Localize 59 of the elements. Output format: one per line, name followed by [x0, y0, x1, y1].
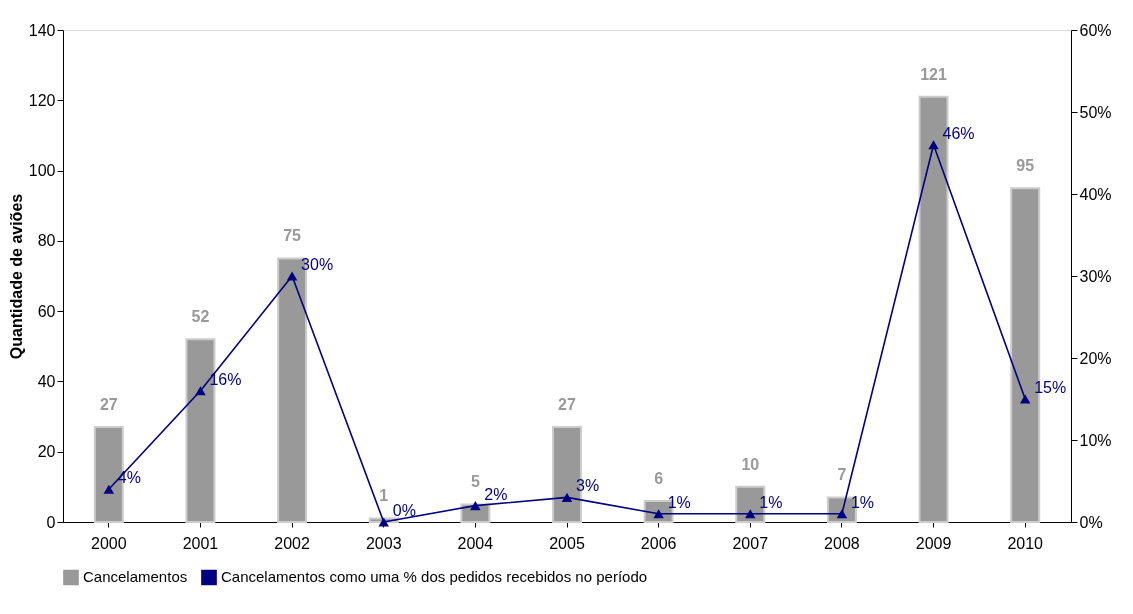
x-tick-label: 2007: [732, 534, 769, 552]
y-tick-label: 120: [28, 91, 56, 109]
y2-tick-label: 10%: [1079, 431, 1112, 449]
legend-label: Cancelamentos como uma % dos pedidos recebidos no período: [221, 568, 648, 586]
data-label: 10: [741, 455, 760, 473]
point: [103, 484, 115, 494]
data-label: 1%: [759, 493, 783, 511]
y-tick-label: 80: [37, 232, 56, 250]
y2-tick-label: 40%: [1079, 185, 1112, 203]
legend-label: Cancelamentos: [83, 568, 188, 586]
data-label: 7: [837, 466, 847, 484]
point: [561, 492, 573, 502]
data-label: 6: [654, 469, 664, 487]
point: [286, 271, 298, 281]
data-label: 75: [283, 227, 302, 245]
x-tick-label: 2009: [915, 534, 952, 552]
x-tick-label: 2005: [549, 534, 585, 552]
data-label: 95: [1016, 157, 1035, 175]
y-tick-label: 20: [37, 443, 56, 461]
data-label: 27: [558, 396, 576, 414]
y-tick-label: 0: [46, 513, 56, 531]
point: [1019, 394, 1031, 404]
point: [470, 501, 481, 511]
data-label: 15%: [1034, 379, 1067, 396]
point: [378, 517, 389, 527]
x-tick-label: 2008: [824, 534, 860, 552]
y-tick-label: 100: [28, 162, 56, 180]
data-label: 5: [470, 473, 480, 491]
y-tick-label: 40: [37, 372, 56, 390]
x-tick-label: 2010: [1007, 534, 1044, 552]
data-label: 1%: [850, 493, 875, 511]
data-label: 3%: [576, 477, 600, 495]
data-label: 0%: [392, 502, 416, 519]
x-tick-label: 2004: [457, 534, 494, 552]
y2-tick-label: 50%: [1079, 103, 1112, 121]
x-tick-label: 2000: [91, 534, 127, 552]
data-label: 1: [379, 487, 389, 505]
data-label: 1%: [667, 493, 691, 511]
data-label: 30%: [301, 256, 334, 273]
y-tick-label: 140: [28, 21, 56, 39]
x-tick-label: 2001: [182, 534, 219, 552]
y-tick-label: 60: [37, 302, 56, 320]
data-label: 2%: [484, 485, 508, 503]
data-label: 16%: [209, 370, 242, 388]
point: [745, 509, 756, 519]
x-tick-label: 2006: [640, 534, 677, 552]
y2-tick-label: 30%: [1079, 267, 1112, 285]
x-tick-label: 2002: [274, 534, 310, 552]
y2-tick-label: 20%: [1079, 349, 1112, 367]
x-tick-label: 2003: [365, 534, 402, 552]
data-label: 52: [191, 308, 210, 326]
data-label: 27: [99, 396, 118, 414]
y2-tick-label: 60%: [1079, 21, 1112, 39]
y-axis-title: Quantidade de aviões: [7, 193, 25, 360]
data-label: 121: [920, 65, 947, 83]
data-label: 46%: [942, 124, 975, 142]
point: [928, 140, 939, 150]
y2-tick-label: 0%: [1079, 513, 1103, 531]
point: [195, 386, 206, 396]
